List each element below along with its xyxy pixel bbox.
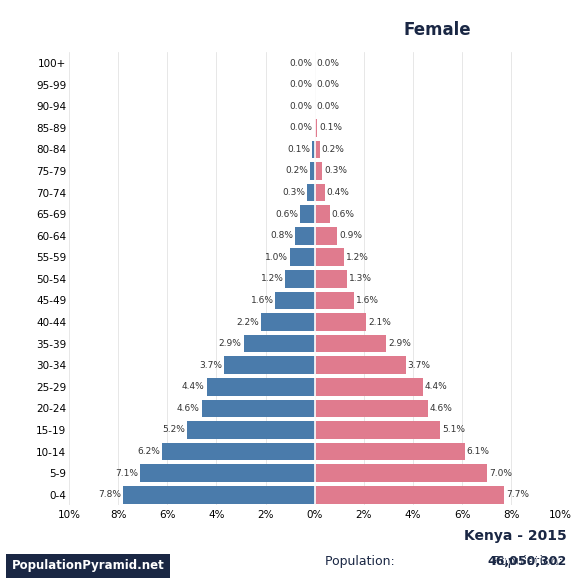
Text: 1.3%: 1.3%	[348, 274, 371, 284]
Text: 0.0%: 0.0%	[317, 102, 340, 111]
Bar	[315, 464, 487, 482]
Text: Population:: Population:	[493, 555, 566, 568]
Bar	[310, 162, 315, 180]
Bar	[290, 249, 315, 266]
Bar	[315, 313, 366, 331]
Bar	[206, 378, 315, 396]
Text: 4.4%: 4.4%	[182, 382, 205, 391]
Bar	[295, 227, 315, 245]
Text: 5.2%: 5.2%	[162, 425, 185, 435]
Text: 3.7%: 3.7%	[408, 361, 431, 370]
Bar	[315, 227, 337, 245]
Text: Female: Female	[404, 21, 472, 39]
Text: PopulationPyramid.net: PopulationPyramid.net	[12, 560, 164, 572]
Text: 0.6%: 0.6%	[275, 210, 298, 218]
Text: 0.0%: 0.0%	[290, 80, 313, 89]
Text: Kenya - 2015: Kenya - 2015	[463, 529, 566, 543]
Text: 2.9%: 2.9%	[388, 339, 411, 348]
Text: 0.8%: 0.8%	[270, 231, 293, 240]
Text: 1.2%: 1.2%	[260, 274, 283, 284]
Text: 0.1%: 0.1%	[288, 145, 310, 154]
Text: 1.6%: 1.6%	[356, 296, 379, 305]
Text: 0.0%: 0.0%	[290, 102, 313, 111]
Bar	[315, 292, 354, 309]
Bar	[315, 400, 428, 417]
Bar	[315, 184, 325, 202]
Bar	[315, 378, 423, 396]
Text: 2.1%: 2.1%	[369, 318, 391, 327]
Text: 0.1%: 0.1%	[319, 123, 342, 132]
Bar	[224, 356, 315, 374]
Text: 0.2%: 0.2%	[285, 167, 308, 175]
Text: 7.1%: 7.1%	[116, 469, 139, 478]
Bar	[260, 313, 315, 331]
Text: 1.0%: 1.0%	[265, 253, 288, 262]
Text: 7.0%: 7.0%	[489, 469, 512, 478]
Bar	[300, 205, 315, 223]
Text: 0.0%: 0.0%	[317, 59, 340, 67]
Bar	[315, 205, 329, 223]
Text: 7.7%: 7.7%	[506, 490, 529, 499]
Bar	[315, 249, 344, 266]
Text: 2.2%: 2.2%	[236, 318, 259, 327]
Bar	[315, 119, 317, 137]
Bar	[315, 270, 347, 288]
Text: 46,050,302: 46,050,302	[487, 555, 566, 568]
Bar	[202, 400, 315, 417]
Text: 6.2%: 6.2%	[137, 447, 160, 456]
Text: 0.0%: 0.0%	[317, 80, 340, 89]
Text: 0.0%: 0.0%	[290, 59, 313, 67]
Bar	[315, 141, 320, 158]
Text: 0.9%: 0.9%	[339, 231, 362, 240]
Bar	[312, 141, 315, 158]
Bar	[315, 443, 465, 460]
Bar	[315, 421, 440, 439]
Text: 0.6%: 0.6%	[332, 210, 355, 218]
Text: 4.6%: 4.6%	[430, 404, 453, 413]
Text: 0.0%: 0.0%	[290, 123, 313, 132]
Text: 2.9%: 2.9%	[218, 339, 242, 348]
Text: 0.2%: 0.2%	[321, 145, 344, 154]
Text: 1.2%: 1.2%	[346, 253, 369, 262]
Text: 4.6%: 4.6%	[177, 404, 200, 413]
Bar	[187, 421, 315, 439]
Bar	[123, 486, 315, 504]
Bar	[275, 292, 315, 309]
Text: 3.7%: 3.7%	[199, 361, 222, 370]
Bar	[140, 464, 315, 482]
Bar	[315, 162, 322, 180]
Bar	[315, 486, 504, 504]
Bar	[315, 356, 406, 374]
Text: 7.8%: 7.8%	[98, 490, 121, 499]
Text: 4.4%: 4.4%	[425, 382, 448, 391]
Text: 0.3%: 0.3%	[324, 167, 347, 175]
Text: 0.3%: 0.3%	[282, 188, 305, 197]
Text: 6.1%: 6.1%	[467, 447, 490, 456]
Bar	[244, 335, 315, 353]
Bar	[285, 270, 315, 288]
Text: Population:: Population:	[325, 555, 398, 568]
Text: Population: 46,050,302: Population: 46,050,302	[421, 555, 566, 568]
Text: 5.1%: 5.1%	[442, 425, 465, 435]
Text: 0.4%: 0.4%	[327, 188, 350, 197]
Bar	[315, 335, 386, 353]
Bar	[308, 184, 315, 202]
Bar	[162, 443, 315, 460]
Text: 1.6%: 1.6%	[251, 296, 274, 305]
